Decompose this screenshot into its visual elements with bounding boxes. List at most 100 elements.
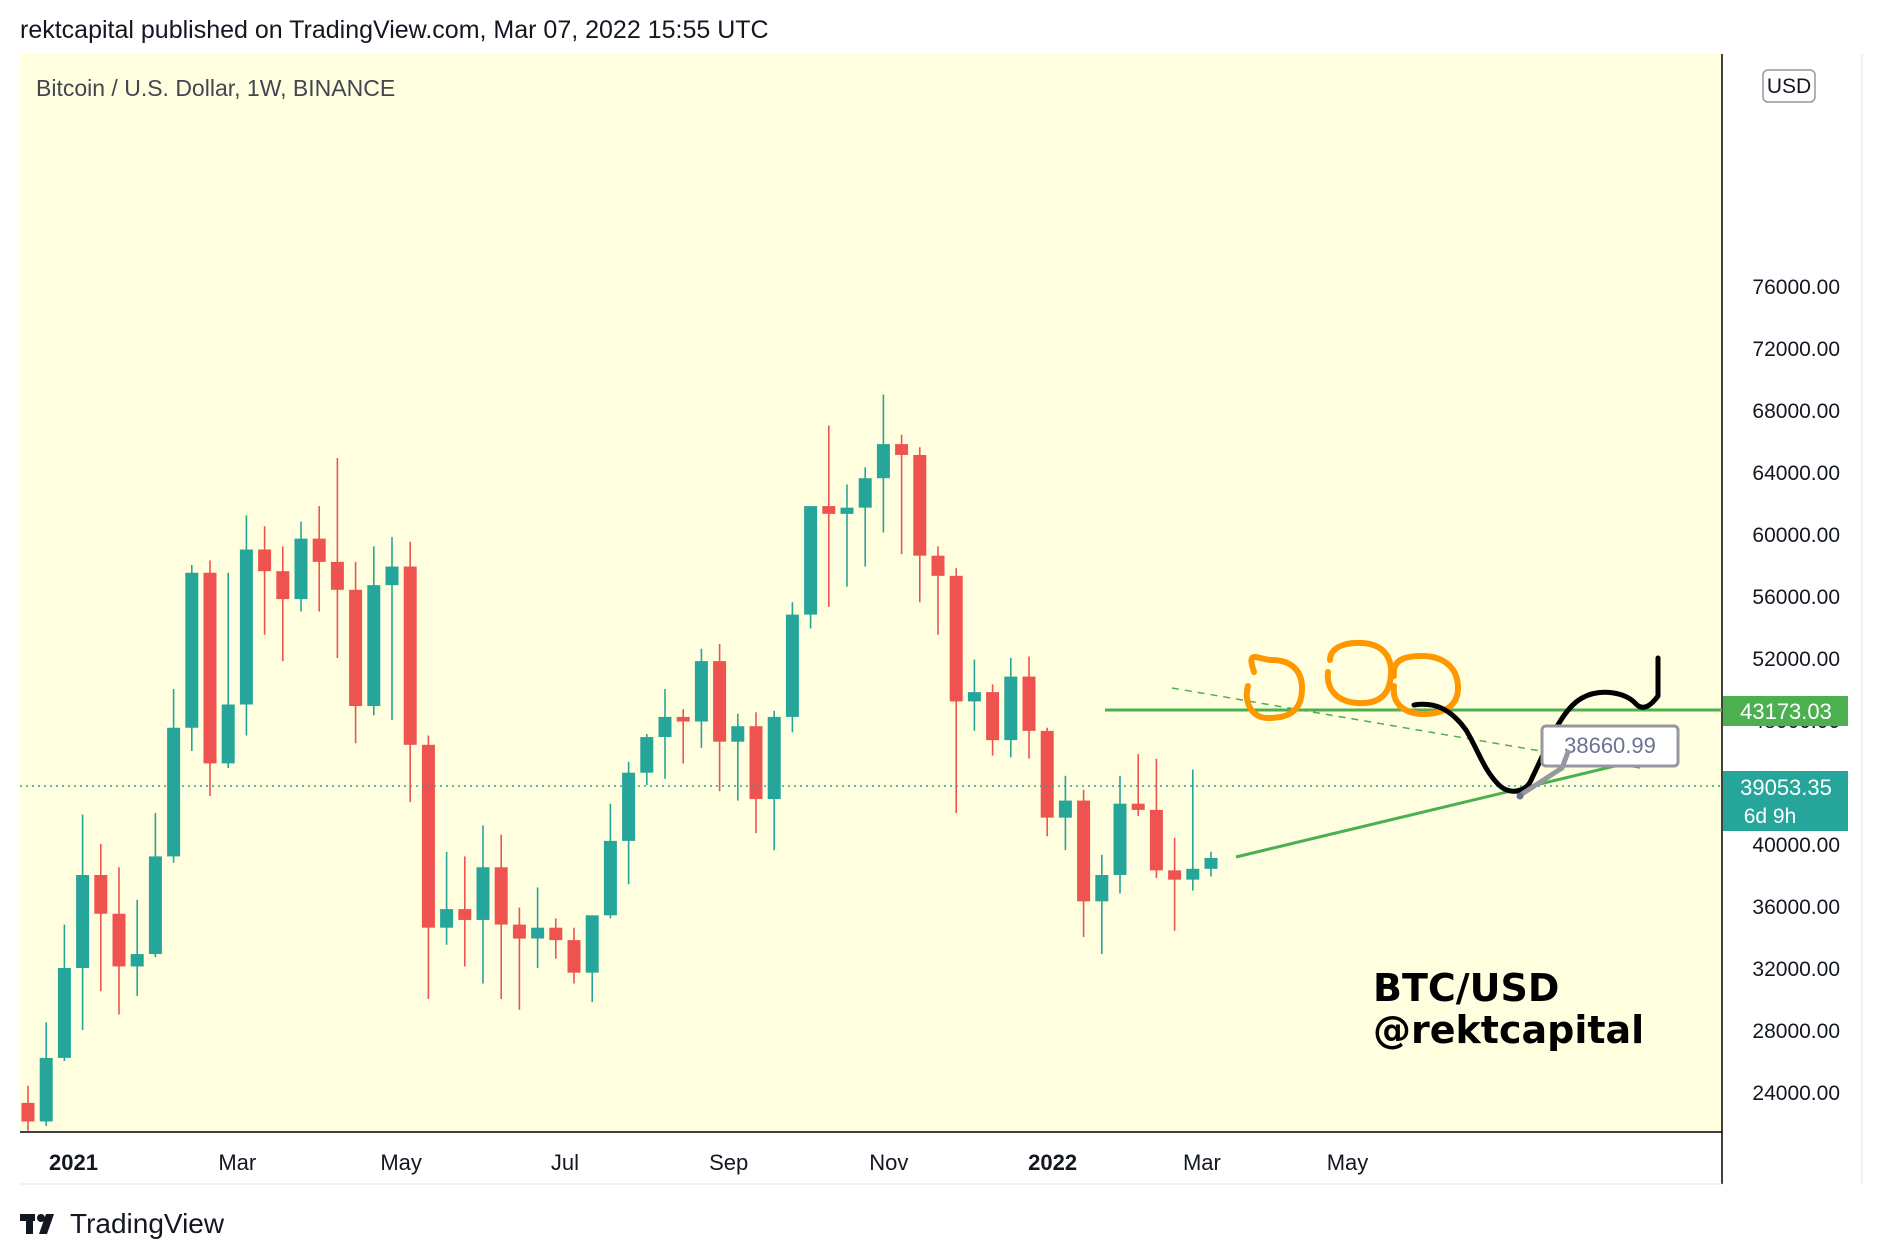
candle — [294, 521, 308, 612]
candle-body — [549, 927, 563, 941]
candle-body — [1058, 800, 1072, 818]
orange-circle-3 — [1390, 652, 1462, 718]
time-tick-label: Jul — [551, 1150, 579, 1175]
candle-body — [694, 661, 708, 722]
candle — [1077, 789, 1091, 937]
candle-body — [130, 954, 144, 967]
orange-circle-1 — [1243, 654, 1306, 722]
candle-body — [1168, 870, 1182, 880]
candle-body — [39, 1057, 53, 1122]
candle-body — [367, 585, 381, 707]
time-axis: 2021 Mar May Jul Sep Nov 2022 Mar May — [49, 1150, 1368, 1175]
price-tick-label: 36000.00 — [1752, 896, 1840, 919]
svg-text:6d 9h: 6d 9h — [1744, 805, 1797, 828]
candle — [1040, 727, 1054, 837]
candle — [167, 689, 181, 863]
price-chart[interactable]: 76000.00 72000.00 68000.00 64000.00 60000.00… — [0, 0, 1880, 1200]
candle — [1058, 775, 1072, 851]
price-tick-label: 24000.00 — [1752, 1082, 1840, 1105]
candle-body — [148, 856, 162, 955]
svg-text:USD: USD — [1767, 75, 1811, 98]
candle-body — [221, 704, 235, 764]
candle — [1004, 658, 1018, 758]
candle — [767, 710, 781, 851]
publish-info: rektcapital published on TradingView.com… — [20, 16, 769, 44]
candle — [203, 560, 217, 796]
candle-body — [767, 716, 781, 800]
candle-body — [239, 549, 253, 705]
candle — [603, 803, 617, 919]
price-axis: 76000.00 72000.00 68000.00 64000.00 60000.00… — [1752, 276, 1840, 1105]
candle-body — [440, 909, 454, 928]
candle — [349, 561, 363, 744]
candle-body — [330, 561, 344, 590]
candle — [676, 709, 690, 764]
candle-body — [294, 538, 308, 600]
candle-body — [949, 575, 963, 702]
candle — [239, 515, 253, 736]
candle — [276, 546, 290, 662]
candle-body — [1077, 800, 1091, 902]
candle — [440, 851, 454, 945]
svg-text:39053.35: 39053.35 — [1740, 775, 1832, 800]
candle — [585, 915, 599, 1003]
candle-body — [512, 924, 526, 939]
price-tick-label: 64000.00 — [1752, 462, 1840, 485]
candle — [494, 834, 508, 999]
candle — [57, 924, 71, 1061]
candle-body — [531, 927, 545, 939]
candle-body — [622, 772, 636, 841]
candle-body — [76, 875, 90, 968]
candle-body — [1004, 676, 1018, 741]
candle-body — [167, 727, 181, 857]
chart-title: Bitcoin / U.S. Dollar, 1W, BINANCE — [36, 75, 395, 101]
candle — [731, 713, 745, 801]
candle — [1204, 851, 1218, 877]
candle-body — [640, 737, 654, 773]
candle — [1113, 775, 1127, 894]
candle — [458, 856, 472, 967]
currency-badge[interactable]: USD — [1762, 69, 1816, 103]
candle-body — [203, 572, 217, 764]
time-tick-label: Mar — [1183, 1150, 1221, 1175]
candle — [94, 844, 108, 992]
tradingview-logo-icon — [20, 1214, 54, 1234]
candle — [694, 648, 708, 748]
candle-body — [403, 566, 417, 745]
candle-body — [21, 1102, 35, 1122]
candle-body — [94, 875, 108, 914]
candle — [822, 425, 836, 607]
time-tick-label: 2021 — [49, 1150, 98, 1175]
svg-text:@rektcapital: @rektcapital — [1373, 1008, 1644, 1052]
time-tick-label: 2022 — [1028, 1150, 1077, 1175]
candle — [21, 1085, 35, 1131]
candle-body — [494, 867, 508, 925]
footer-brand: TradingView — [20, 1208, 224, 1240]
time-tick-label: Nov — [869, 1150, 908, 1175]
ascending-trendline — [1235, 758, 1641, 859]
annotation-text: BTC/USD @rektcapital — [1373, 966, 1644, 1052]
time-tick-label: Mar — [218, 1150, 256, 1175]
candle — [39, 1022, 53, 1127]
candle — [258, 526, 272, 635]
candle-body — [1186, 868, 1200, 880]
candle — [112, 867, 126, 1015]
candle-body — [1113, 803, 1127, 875]
candle-body — [785, 614, 799, 717]
current-price-label: 39053.35 6d 9h — [1723, 771, 1848, 831]
candle — [221, 572, 235, 769]
candle-body — [1095, 875, 1109, 902]
candle — [622, 761, 636, 885]
candle — [658, 689, 672, 779]
candle — [1022, 656, 1036, 759]
candle — [1095, 854, 1109, 955]
candle — [949, 568, 963, 813]
candle — [640, 733, 654, 786]
time-tick-label: May — [1327, 1150, 1369, 1175]
candle-body — [713, 661, 727, 742]
candle — [876, 394, 890, 533]
candles-group — [21, 394, 1218, 1131]
candle — [840, 484, 854, 587]
candle — [913, 447, 927, 603]
price-tick-label: 72000.00 — [1752, 338, 1840, 361]
